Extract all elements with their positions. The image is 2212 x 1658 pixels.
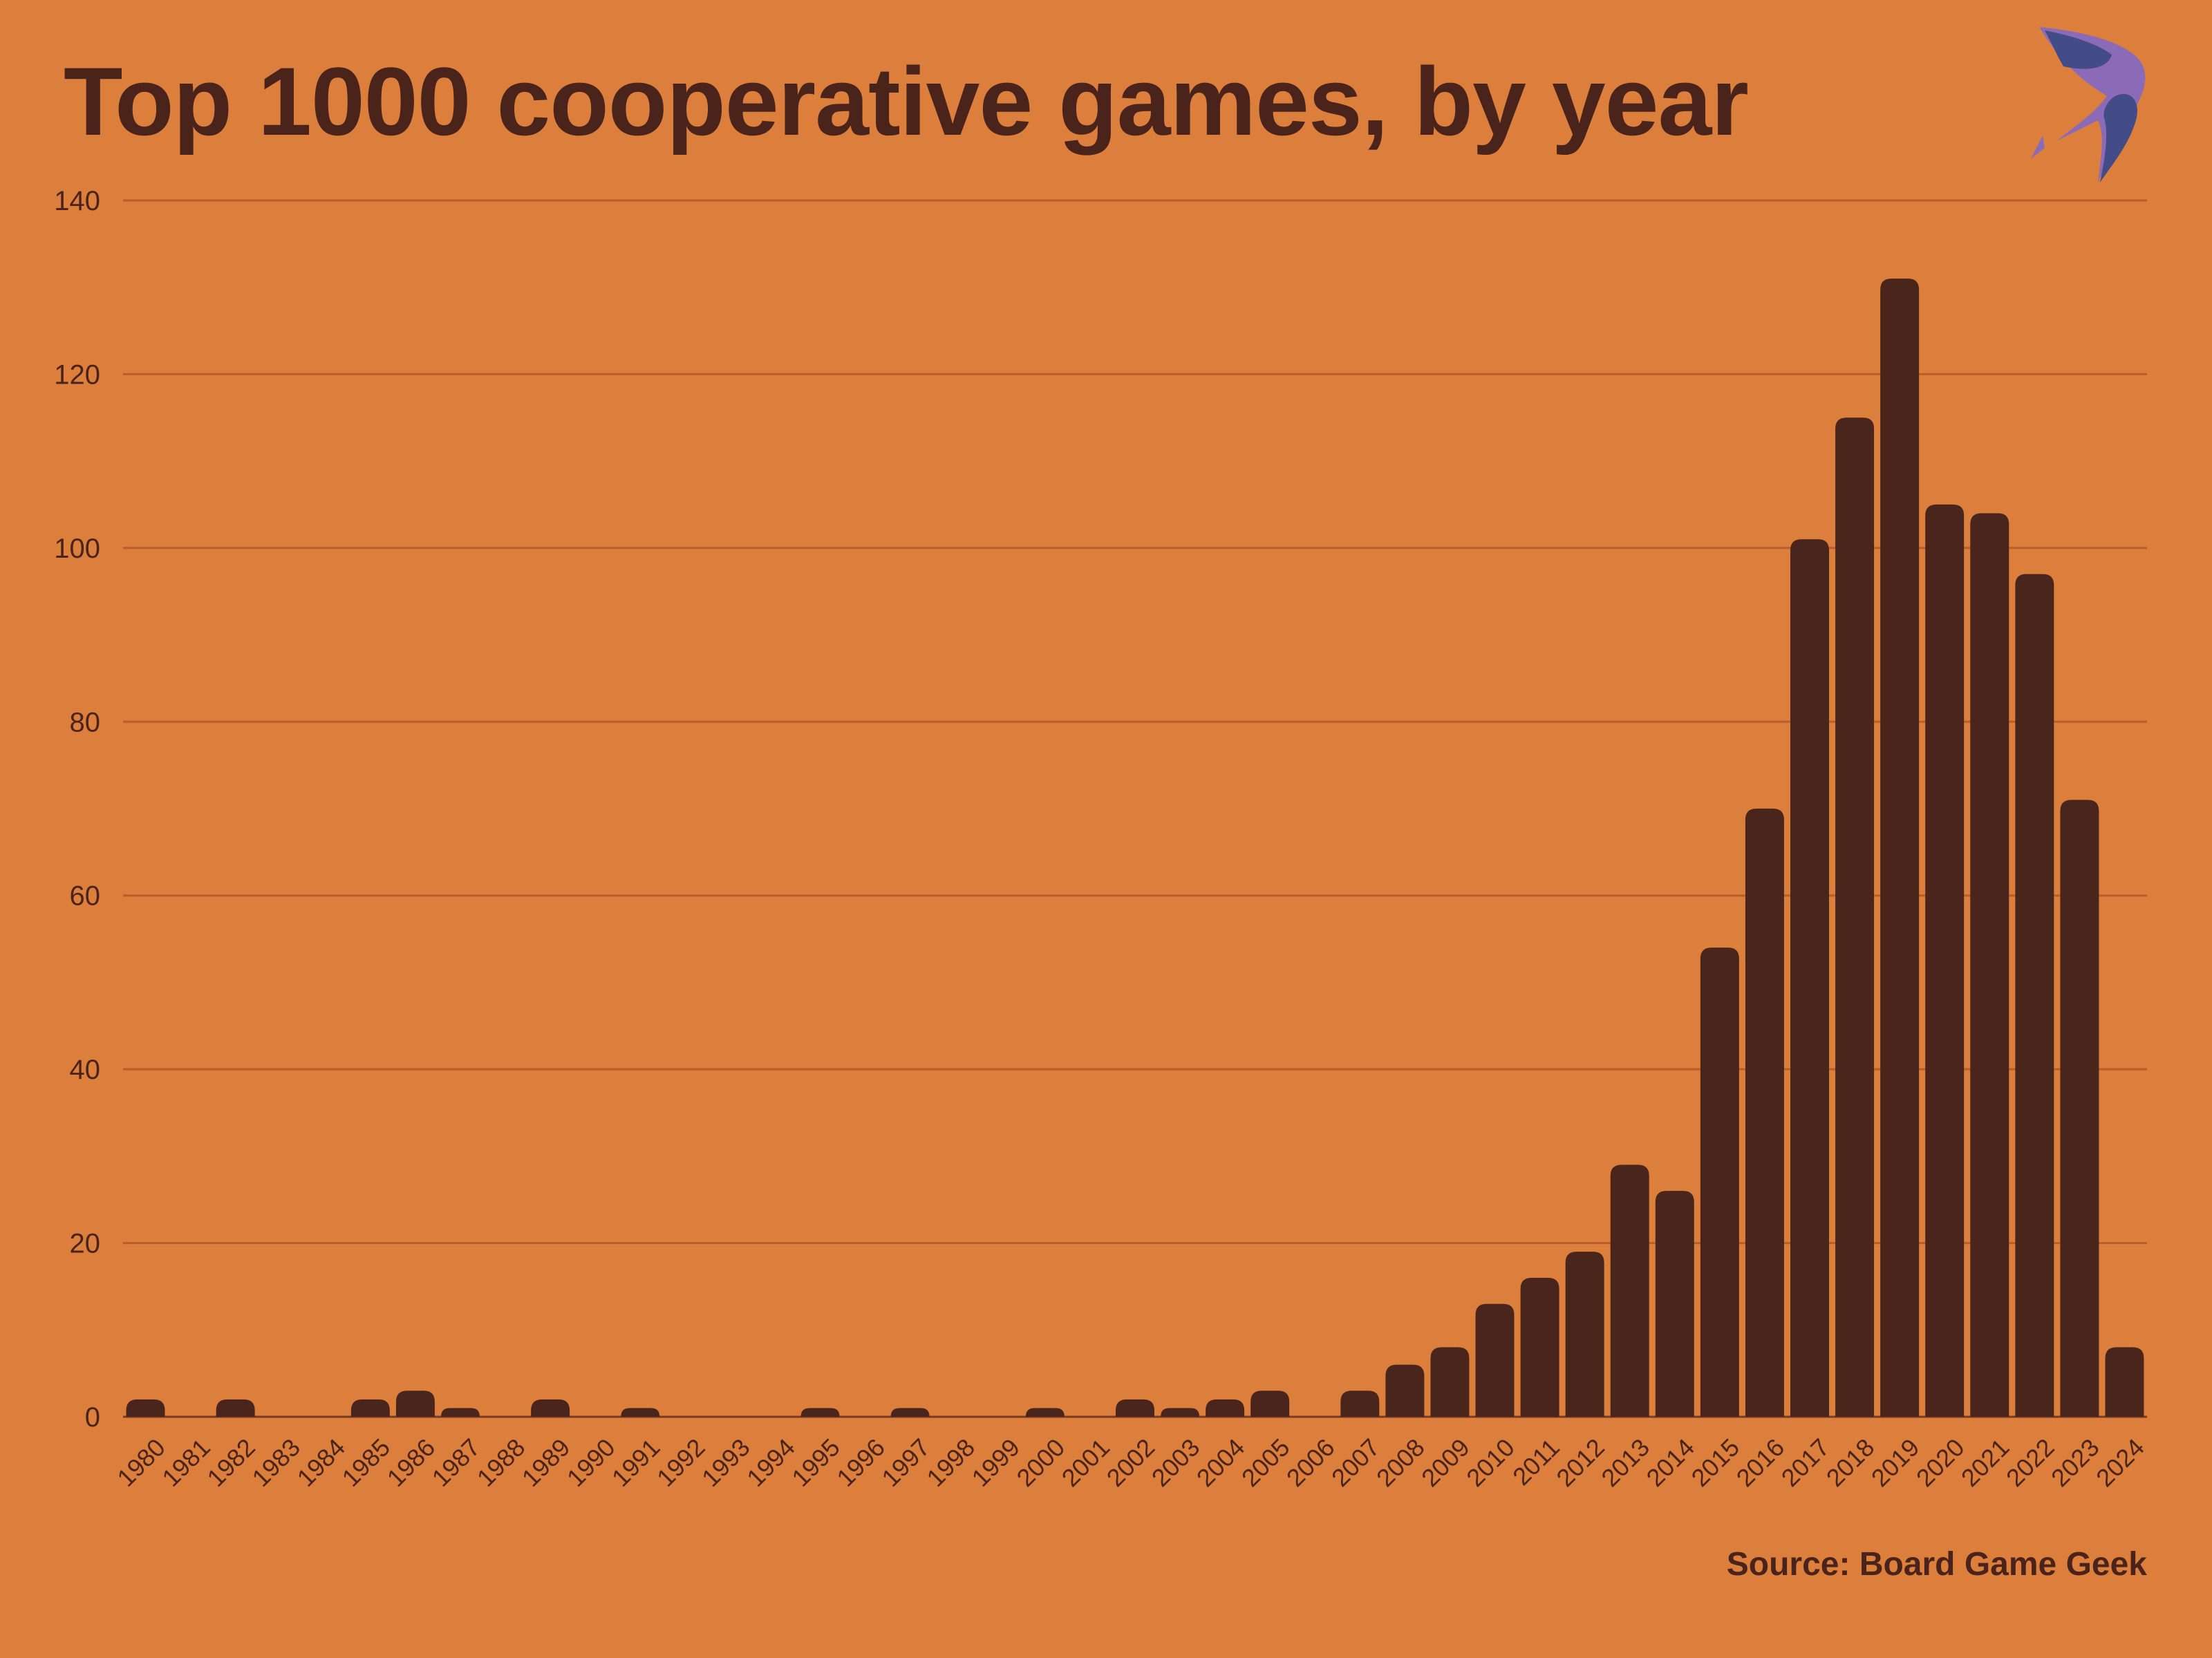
bar-2023 [2060,800,2099,1417]
bar-2000 [1025,1408,1065,1417]
x-axis-ticks: 1980198119821983198419851986198719881989… [111,1433,2150,1492]
x-tick-label: 1980 [111,1433,171,1492]
x-tick-label: 1995 [786,1433,845,1492]
x-tick-label: 2019 [1866,1433,1925,1492]
y-tick-label: 100 [54,534,100,564]
logo-wing-light [2039,27,2146,182]
bar-1986 [395,1391,435,1417]
logo-tail [2031,135,2045,159]
x-tick-label: 2009 [1416,1433,1475,1492]
bar-1987 [441,1408,480,1417]
y-tick-label: 0 [85,1402,100,1433]
x-tick-label: 1990 [561,1433,621,1492]
x-tick-label: 2016 [1731,1433,1790,1492]
x-tick-label: 2010 [1461,1433,1520,1492]
x-tick-label: 2012 [1550,1433,1610,1492]
x-tick-label: 2006 [1281,1433,1340,1492]
x-tick-label: 1999 [966,1433,1026,1492]
bar-1980 [126,1399,165,1417]
x-tick-label: 1992 [651,1433,711,1492]
bar-2014 [1655,1191,1694,1417]
x-tick-label: 2020 [1911,1433,1970,1492]
bar-2021 [1970,513,2009,1417]
x-tick-label: 2005 [1236,1433,1295,1492]
x-tick-label: 1986 [382,1433,441,1492]
x-tick-label: 1984 [292,1433,351,1492]
bar-2011 [1520,1277,1559,1417]
bar-2022 [2015,574,2054,1417]
bar-2017 [1790,539,1829,1417]
bar-2007 [1340,1391,1380,1417]
bar-1991 [621,1408,660,1417]
x-tick-label: 2014 [1641,1433,1700,1492]
bar-2009 [1430,1347,1470,1417]
x-tick-label: 2023 [2045,1433,2105,1492]
bar-2020 [1925,505,1965,1417]
x-tick-label: 2003 [1146,1433,1206,1492]
x-tick-label: 2022 [2000,1433,2060,1492]
x-tick-label: 2004 [1191,1433,1250,1492]
logo-wing-dark [2045,30,2137,182]
x-tick-label: 2015 [1686,1433,1745,1492]
x-tick-label: 1981 [156,1433,216,1492]
x-tick-label: 1994 [741,1433,800,1492]
bar-2015 [1700,948,1739,1417]
bar-2003 [1161,1408,1200,1417]
x-tick-label: 2001 [1056,1433,1116,1492]
x-tick-label: 2007 [1326,1433,1385,1492]
x-tick-label: 2024 [2090,1433,2150,1492]
bar-2005 [1250,1391,1290,1417]
bar-2008 [1385,1364,1425,1417]
x-tick-label: 2002 [1101,1433,1161,1492]
x-tick-label: 1982 [201,1433,261,1492]
bar-2010 [1475,1303,1515,1417]
x-tick-label: 1993 [696,1433,756,1492]
bar-1997 [890,1408,930,1417]
x-tick-label: 1998 [921,1433,980,1492]
chart-title: Top 1000 cooperative games, by year [64,47,1749,156]
x-tick-label: 2013 [1595,1433,1655,1492]
x-tick-label: 1997 [876,1433,935,1492]
source-note: Source: Board Game Geek [1726,1546,2147,1583]
x-tick-label: 1985 [337,1433,396,1492]
x-tick-label: 1983 [246,1433,306,1492]
y-tick-label: 120 [54,359,100,390]
x-tick-label: 2000 [1011,1433,1071,1492]
bar-2002 [1116,1399,1154,1417]
bar-2019 [1880,279,1920,1417]
bar-2018 [1835,417,1875,1417]
bars [126,279,2144,1417]
x-tick-label: 2011 [1507,1433,1565,1491]
bar-2012 [1565,1252,1604,1417]
bar-2016 [1745,809,1784,1417]
bar-2024 [2105,1347,2144,1417]
y-tick-label: 140 [54,186,100,216]
x-tick-label: 1991 [606,1433,666,1492]
y-tick-label: 80 [70,707,101,737]
x-tick-label: 1996 [831,1433,890,1492]
x-tick-label: 1989 [516,1433,576,1492]
bar-1985 [350,1399,390,1417]
y-tick-label: 40 [70,1055,101,1085]
x-tick-label: 2018 [1821,1433,1880,1492]
x-tick-label: 1987 [427,1433,486,1492]
y-tick-label: 20 [70,1229,101,1259]
x-tick-label: 2017 [1776,1433,1835,1492]
x-tick-label: 1988 [471,1433,531,1492]
bar-2013 [1610,1165,1649,1417]
bar-1989 [531,1399,570,1417]
bar-2004 [1206,1399,1245,1417]
x-tick-label: 2021 [1956,1433,2015,1492]
y-tick-label: 60 [70,881,101,912]
y-axis-ticks: 0 20 40 60 80 100 120 140 [54,186,100,1433]
bar-1982 [216,1399,255,1417]
x-tick-label: 2008 [1371,1433,1430,1492]
bar-1995 [800,1408,840,1417]
bird-logo-icon [2031,27,2146,182]
